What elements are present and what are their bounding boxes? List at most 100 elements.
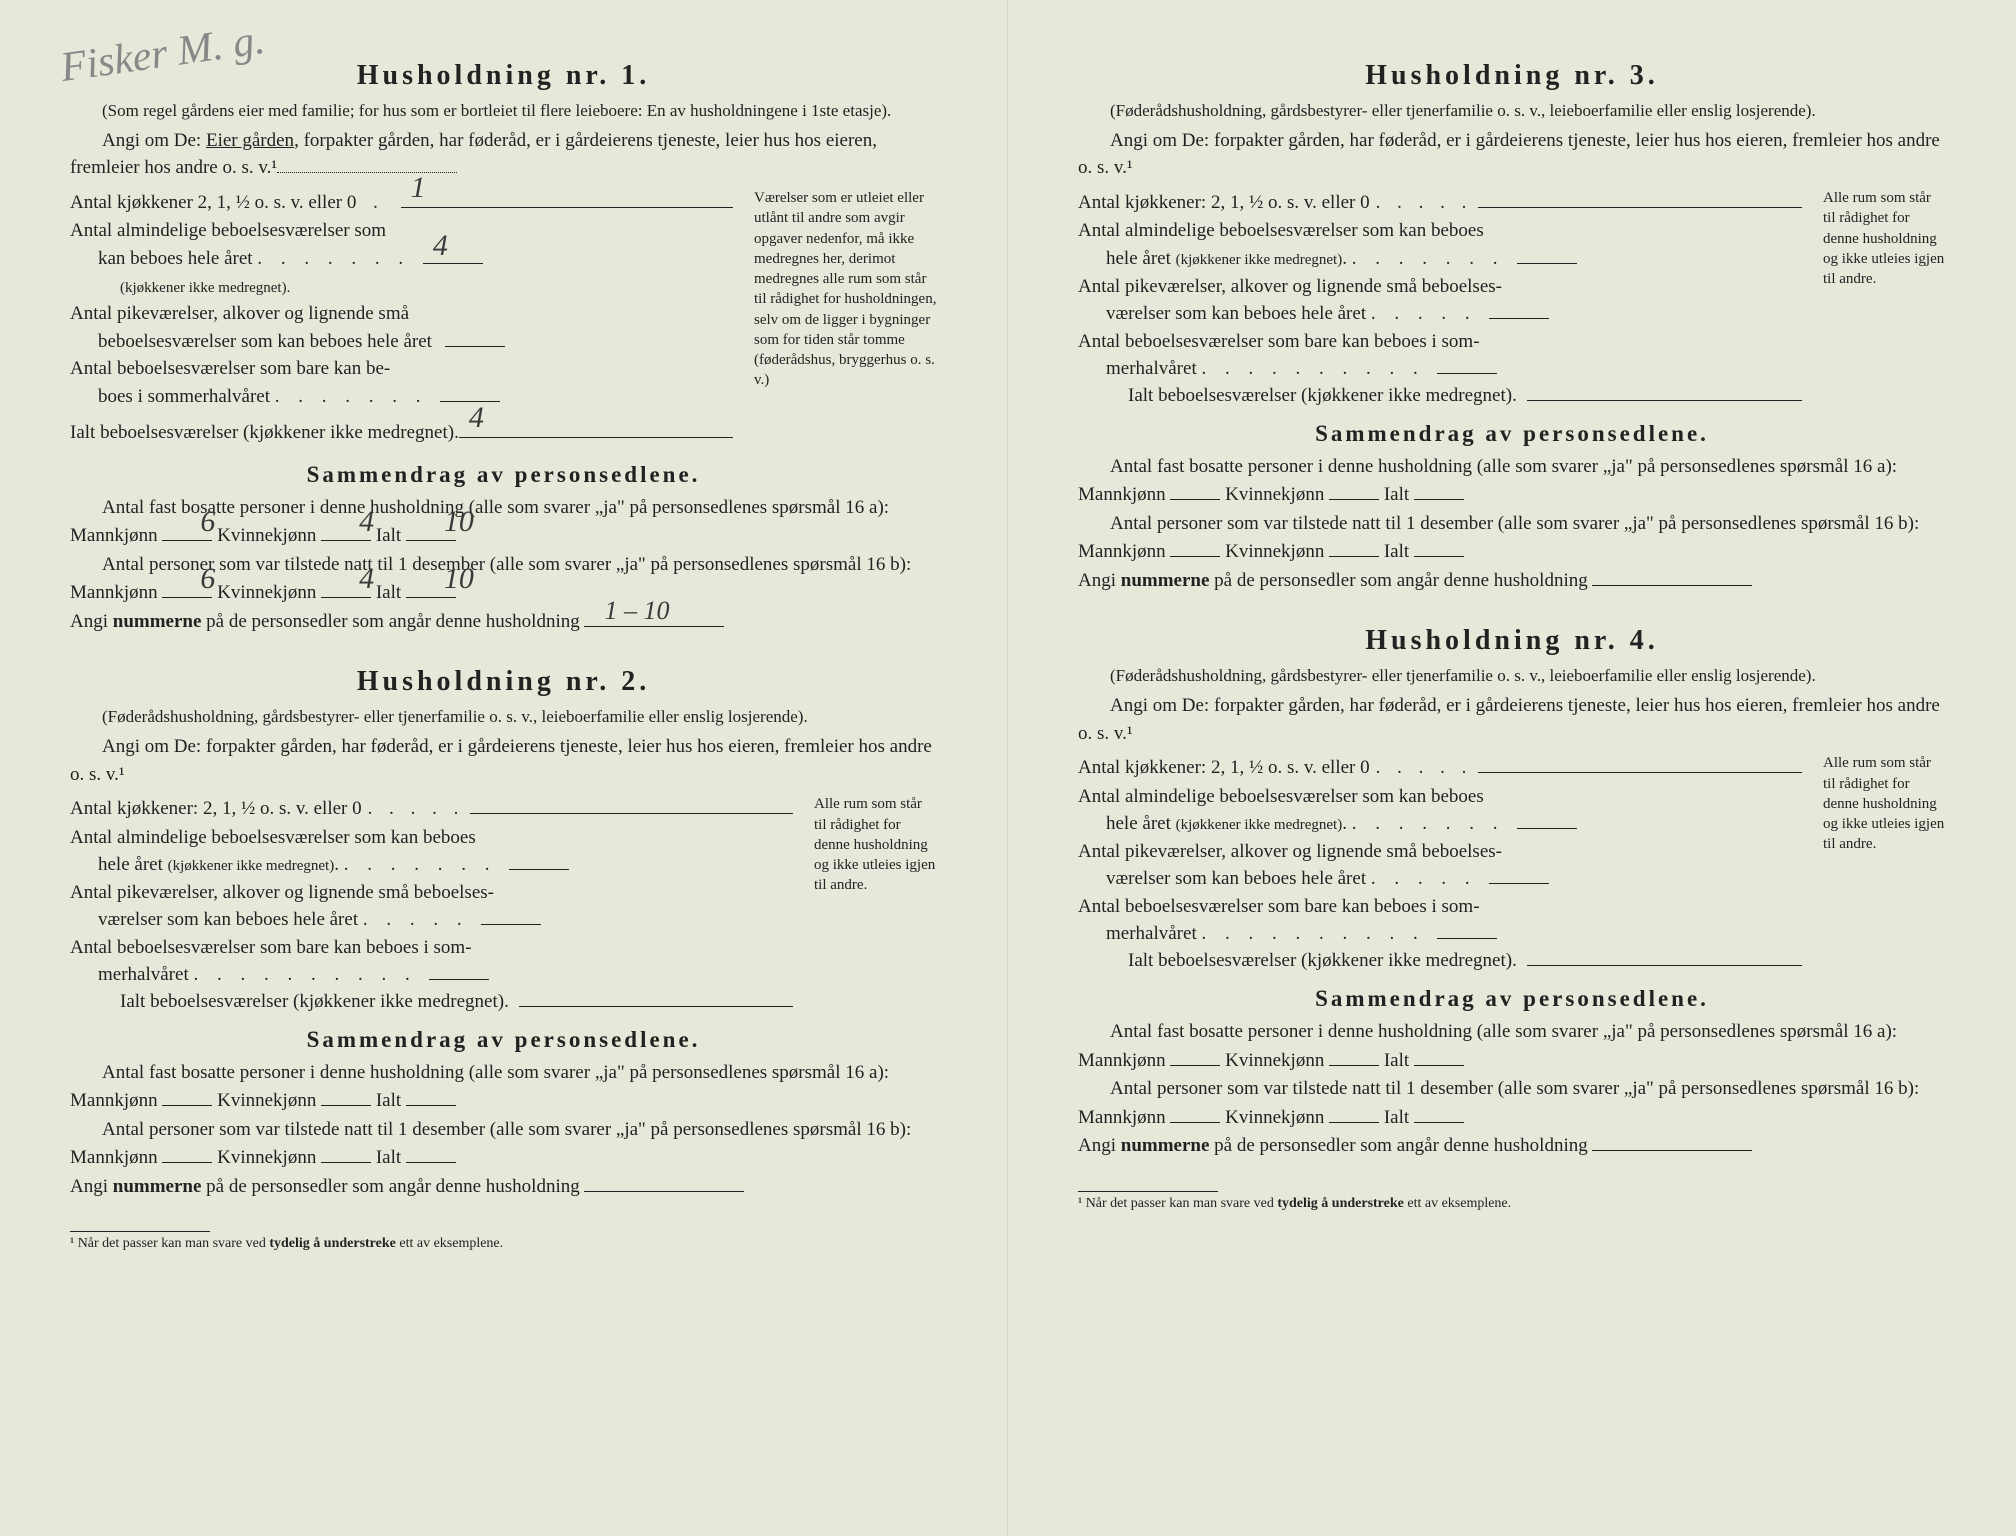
hh1-maid-row: Antal pikeværelser, alkover og lignende … [70, 300, 733, 355]
footnote-rule [1078, 1191, 1218, 1192]
hh4-kvinne-label2: Kvinnekjønn [1225, 1107, 1324, 1128]
blank [1414, 1105, 1464, 1123]
blank [162, 1145, 212, 1163]
hh4-subtitle: (Føderådshusholdning, gårdsbestyrer- ell… [1078, 665, 1946, 688]
hh2-total-label: Ialt beboelsesværelser (kjøkkener ikke m… [70, 991, 509, 1013]
hh1-present-ialt-blank: 10 [406, 580, 456, 598]
hh2-total-row: Ialt beboelsesværelser (kjøkkener ikke m… [70, 989, 793, 1013]
hh1-rooms-year-val: 4 [433, 224, 448, 268]
hh4-maid-blank [1489, 866, 1549, 884]
hh3-total-blank [1527, 383, 1802, 401]
hh3-numbers-para: Angi nummerne på de personsedler som ang… [1078, 567, 1946, 596]
hh3-maid-row: Antal pikeværelser, alkover og lignende … [1078, 273, 1802, 328]
footnote-right: ¹ Når det passer kan man svare ved tydel… [1078, 1196, 1946, 1212]
hh2-kvinne-label2: Kvinnekjønn [217, 1147, 316, 1168]
hh1-total-val: 4 [469, 395, 484, 442]
hh1-side-note: Værelser som er utleiet eller utlånt til… [747, 188, 937, 448]
hh1-summer-row: Antal beboelsesværelser som bare kan be-… [70, 355, 733, 410]
hh4-kitchens-row: Antal kjøkkener: 2, 1, ½ o. s. v. eller … [1078, 753, 1802, 782]
household-2: Husholdning nr. 2. (Føderådshusholdning,… [70, 666, 937, 1201]
blank [1592, 568, 1752, 586]
hh1-present-m: 6 [168, 556, 215, 601]
hh2-resident-para: Antal fast bosatte personer i denne hush… [70, 1059, 937, 1116]
hh2-kitchens-blank [470, 794, 793, 814]
hh2-rooms-year-row: Antal almindelige beboelsesværelser som … [70, 824, 793, 879]
hh2-rooms-year-blank [509, 852, 569, 870]
hh3-summer-row: Antal beboelsesværelser som bare kan beb… [1078, 328, 1802, 383]
hh3-kitchens-label: Antal kjøkkener: 2, 1, ½ o. s. v. eller … [1078, 188, 1370, 217]
hh1-ialt-label: Ialt [376, 525, 401, 546]
hh2-total-blank [519, 989, 793, 1007]
hh2-angi: Angi om De: forpakter gården, har føderå… [70, 733, 937, 788]
hh4-title: Husholdning nr. 4. [1078, 625, 1946, 657]
hh1-numbers-val: 1 – 10 [604, 591, 669, 630]
hh4-maid-row: Antal pikeværelser, alkover og lignende … [1078, 838, 1802, 893]
hh1-maid-l1: Antal pikeværelser, alkover og lignende … [70, 303, 409, 324]
hh1-present-para: Antal personer som var tilstede natt til… [70, 551, 937, 608]
page-right: Husholdning nr. 3. (Føderådshusholdning,… [1008, 0, 2016, 1536]
hh2-side-note-text: Alle rum som står til rådighet for denne… [814, 796, 935, 893]
hh3-kitchens-row: Antal kjøkkener: 2, 1, ½ o. s. v. eller … [1078, 188, 1802, 217]
dots: . . . . . [1371, 868, 1477, 889]
hh1-angi: Angi om De: Eier gården, forpakter gårde… [70, 127, 937, 182]
hh2-ialt-label: Ialt [376, 1090, 401, 1111]
hh1-kitchens-val: 1 [411, 165, 426, 212]
blank [1170, 539, 1220, 557]
hh4-total-blank [1527, 948, 1802, 966]
hh2-title: Husholdning nr. 2. [70, 666, 937, 698]
hh3-rooms-year-blank [1517, 246, 1577, 264]
hh3-total-label: Ialt beboelsesværelser (kjøkkener ikke m… [1078, 385, 1517, 407]
hh1-numbers-para: Angi nummerne på de personsedler som ang… [70, 608, 937, 637]
hh2-kitchens-row: Antal kjøkkener: 2, 1, ½ o. s. v. eller … [70, 794, 793, 823]
hh3-rooms-year-row: Antal almindelige beboelsesværelser som … [1078, 217, 1802, 272]
hh4-rooms-year-row: Antal almindelige beboelsesværelser som … [1078, 783, 1802, 838]
blank [406, 1145, 456, 1163]
hh4-side-note: Alle rum som står til rådighet for denne… [1816, 753, 1946, 972]
hh3-kvinne-label: Kvinnekjønn [1225, 484, 1324, 505]
hh3-subtitle: (Føderådshusholdning, gårdsbestyrer- ell… [1078, 100, 1946, 123]
blank [1414, 1048, 1464, 1066]
hh3-side-note: Alle rum som står til rådighet for denne… [1816, 188, 1946, 407]
blank [1329, 1105, 1379, 1123]
hh1-kitchens-blank: 1 [401, 188, 733, 208]
hh3-present-para: Antal personer som var tilstede natt til… [1078, 510, 1946, 567]
hh2-numbers-para: Angi nummerne på de personsedler som ang… [70, 1173, 937, 1202]
blank [1414, 539, 1464, 557]
hh1-total-blank: 4 [459, 418, 733, 438]
hh3-ialt-label: Ialt [1384, 484, 1409, 505]
hh1-resident-ialt-blank: 10 [406, 523, 456, 541]
brace-icon [1803, 188, 1815, 407]
hh1-maid-l2: beboelsesværelser som kan beboes hele år… [70, 331, 432, 352]
dots: . . . . . . . . . . [193, 964, 416, 985]
hh4-kitchens-label: Antal kjøkkener: 2, 1, ½ o. s. v. eller … [1078, 753, 1370, 782]
dots: . . . . . . . [1352, 813, 1505, 834]
hh1-kvinne-label: Kvinnekjønn [217, 525, 316, 546]
dots: . . . . . . . . . . [1201, 358, 1424, 379]
hh1-resident-k: 4 [327, 499, 374, 544]
dots: . . . . . [362, 794, 471, 823]
brace-icon [734, 188, 746, 448]
hh4-present-para: Antal personer som var tilstede natt til… [1078, 1075, 1946, 1132]
hh3-side-note-text: Alle rum som står til rådighet for denne… [1823, 190, 1944, 287]
hh2-summary-head: Sammendrag av personsedlene. [70, 1027, 937, 1053]
household-3: Husholdning nr. 3. (Føderådshusholdning,… [1078, 60, 1946, 595]
blank [1414, 482, 1464, 500]
hh4-kvinne-label: Kvinnekjønn [1225, 1050, 1324, 1071]
hh2-subtitle: (Føderådshusholdning, gårdsbestyrer- ell… [70, 706, 937, 729]
footnote-rule [70, 1231, 210, 1232]
brace-icon [794, 794, 806, 1013]
blank [321, 1088, 371, 1106]
hh2-ialt-label2: Ialt [376, 1147, 401, 1168]
hh4-total-row: Ialt beboelsesværelser (kjøkkener ikke m… [1078, 948, 1802, 972]
footnote-left: ¹ Når det passer kan man svare ved tydel… [70, 1236, 937, 1252]
hh4-resident-para: Antal fast bosatte personer i denne hush… [1078, 1018, 1946, 1075]
hh2-maid-row: Antal pikeværelser, alkover og lignende … [70, 879, 793, 934]
hh3-resident-para: Antal fast bosatte personer i denne hush… [1078, 453, 1946, 510]
hh1-resident-ialt: 10 [412, 499, 474, 544]
hh2-maid-blank [481, 907, 541, 925]
blank [1170, 1105, 1220, 1123]
blank [1170, 482, 1220, 500]
hh3-title: Husholdning nr. 3. [1078, 60, 1946, 92]
hh1-rooms-year-l2: kan beboes hele året [70, 248, 253, 269]
page-left: Fisker M. g. Husholdning nr. 1. (Som reg… [0, 0, 1008, 1536]
